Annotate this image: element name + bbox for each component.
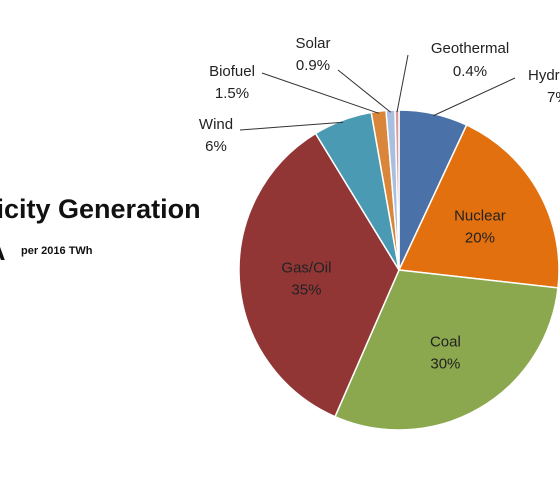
slice-label-geothermal: Geothermal xyxy=(431,40,509,57)
slice-value-gas-oil: 35% xyxy=(291,281,321,298)
slice-value-hydr: 7% xyxy=(547,89,560,106)
pie-slice-coal xyxy=(334,269,559,431)
pie-slice-gas-oil xyxy=(238,132,400,418)
leader-line-geothermal xyxy=(396,54,409,113)
chart-subtitle-note: per 2016 TWh xyxy=(21,245,93,257)
leader-line-wind xyxy=(239,121,344,131)
slice-value-coal: 30% xyxy=(430,355,460,372)
slice-label-coal: Coal xyxy=(430,333,461,350)
slice-label-wind: Wind xyxy=(199,116,233,133)
slice-label-gas-oil: Gas/Oil xyxy=(281,259,331,276)
slice-label-hydr: Hydr xyxy=(528,67,560,84)
slice-value-solar: 0.9% xyxy=(296,57,330,74)
leader-line-hydr xyxy=(432,77,516,117)
chart-title: ricity Generation xyxy=(0,194,201,224)
slice-label-solar: Solar xyxy=(295,35,330,52)
leader-line-solar xyxy=(337,69,391,113)
slice-value-biofuel: 1.5% xyxy=(215,85,249,102)
slice-value-nuclear: 20% xyxy=(465,230,495,247)
chart-subtitle: A xyxy=(0,236,6,267)
slice-label-nuclear: Nuclear xyxy=(454,208,506,225)
leader-line-biofuel xyxy=(261,72,380,114)
pie-slice-nuclear xyxy=(397,123,560,289)
slice-value-wind: 6% xyxy=(205,138,227,155)
slice-value-geothermal: 0.4% xyxy=(453,63,487,80)
slice-label-biofuel: Biofuel xyxy=(209,63,255,80)
